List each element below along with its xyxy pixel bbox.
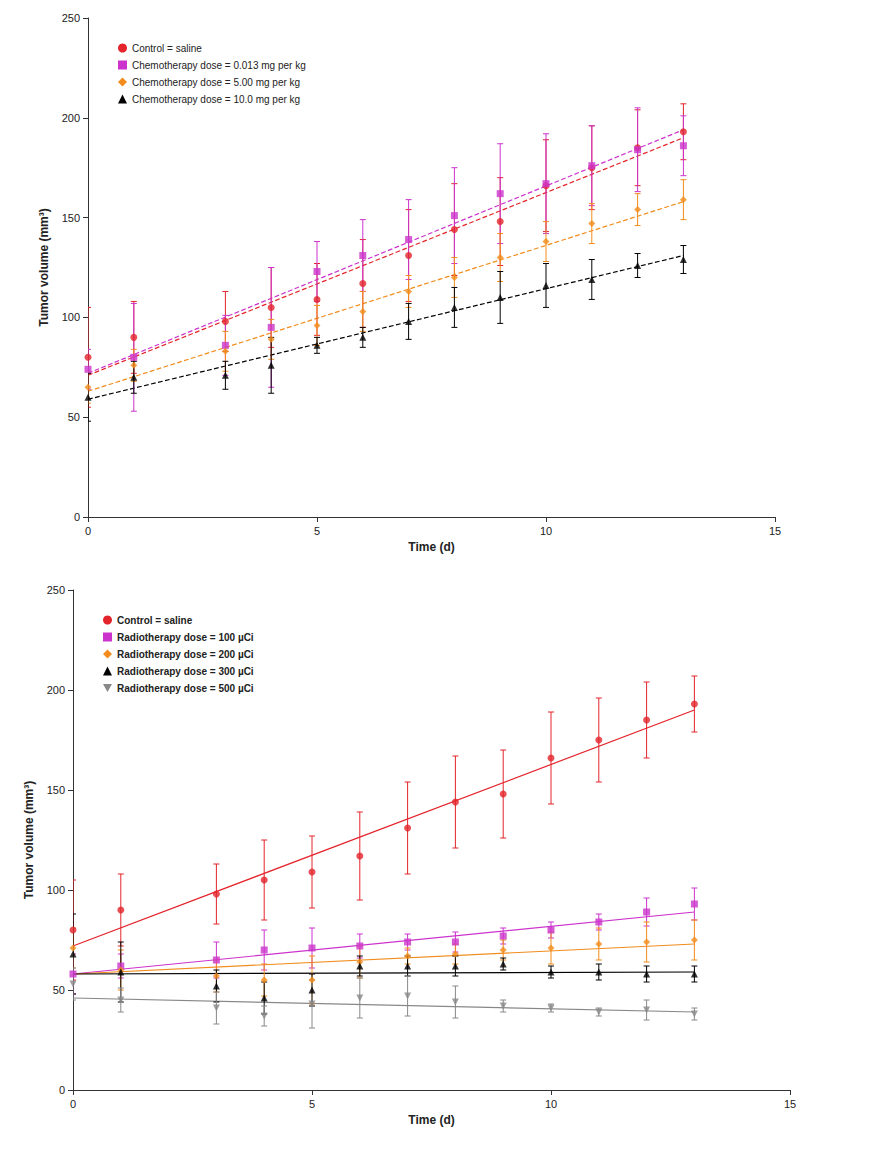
svg-text:150: 150 — [47, 784, 65, 796]
svg-text:50: 50 — [68, 411, 80, 423]
svg-text:Chemotherapy dose = 5.00 mg pe: Chemotherapy dose = 5.00 mg per kg — [132, 77, 300, 88]
svg-text:5: 5 — [309, 1098, 315, 1110]
svg-text:0: 0 — [74, 511, 80, 523]
svg-text:5: 5 — [314, 525, 320, 537]
svg-text:Control = saline: Control = saline — [117, 615, 193, 626]
svg-text:0: 0 — [85, 525, 91, 537]
svg-text:Tumor volume (mm³): Tumor volume (mm³) — [22, 781, 36, 899]
svg-text:10: 10 — [545, 1098, 557, 1110]
svg-text:Time (d): Time (d) — [408, 540, 454, 554]
svg-text:10: 10 — [540, 525, 552, 537]
svg-text:200: 200 — [47, 684, 65, 696]
svg-text:Radiotherapy dose = 200 µCi: Radiotherapy dose = 200 µCi — [117, 649, 254, 660]
svg-text:Control = saline: Control = saline — [132, 43, 202, 54]
svg-text:0: 0 — [59, 1084, 65, 1096]
svg-text:150: 150 — [62, 212, 80, 224]
svg-text:Chemotherapy dose = 0.013 mg p: Chemotherapy dose = 0.013 mg per kg — [132, 60, 306, 71]
svg-text:0: 0 — [70, 1098, 76, 1110]
svg-text:100: 100 — [62, 311, 80, 323]
svg-text:50: 50 — [53, 984, 65, 996]
svg-text:Time (d): Time (d) — [408, 1113, 454, 1127]
svg-text:Radiotherapy dose = 100 µCi: Radiotherapy dose = 100 µCi — [117, 632, 254, 643]
svg-text:15: 15 — [769, 525, 781, 537]
svg-text:15: 15 — [784, 1098, 796, 1110]
svg-text:250: 250 — [62, 12, 80, 24]
svg-text:Tumor volume (mm³): Tumor volume (mm³) — [37, 208, 51, 326]
svg-text:200: 200 — [62, 112, 80, 124]
svg-text:Radiotherapy dose = 500 µCi: Radiotherapy dose = 500 µCi — [117, 683, 254, 694]
svg-text:250: 250 — [47, 584, 65, 596]
svg-text:100: 100 — [47, 884, 65, 896]
svg-text:Radiotherapy dose = 300 µCi: Radiotherapy dose = 300 µCi — [117, 666, 254, 677]
svg-text:Chemotherapy dose = 10.0 mg pe: Chemotherapy dose = 10.0 mg per kg — [132, 94, 300, 105]
